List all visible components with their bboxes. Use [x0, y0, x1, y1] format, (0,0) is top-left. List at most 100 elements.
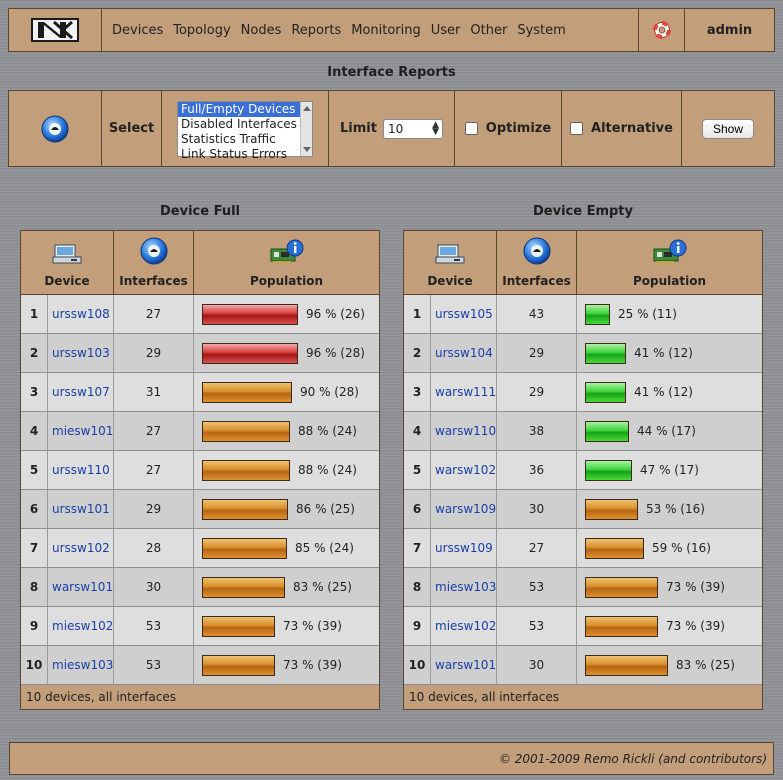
- device-link[interactable]: urssw104: [431, 334, 497, 372]
- device-link[interactable]: warsw102: [431, 451, 497, 489]
- population-cell: 83 % (25): [194, 568, 379, 606]
- nav-item-monitoring[interactable]: Monitoring: [351, 22, 421, 38]
- population-cell: 73 % (39): [577, 568, 762, 606]
- device-link[interactable]: urssw101: [48, 490, 114, 528]
- device-link[interactable]: warsw101: [431, 646, 497, 684]
- interfaces-column-header[interactable]: Interfaces: [114, 231, 194, 294]
- device-link[interactable]: warsw111: [431, 373, 497, 411]
- device-link[interactable]: warsw110: [431, 412, 497, 450]
- device-column-header[interactable]: Device: [404, 231, 497, 294]
- population-text: 88 % (24): [298, 463, 357, 477]
- device-link[interactable]: urssw105: [431, 295, 497, 333]
- network-card-info-icon: [270, 239, 303, 263]
- nav-item-devices[interactable]: Devices: [112, 22, 164, 38]
- row-number: 3: [21, 373, 48, 411]
- population-cell: 90 % (28): [194, 373, 379, 411]
- report-icon-cell: [9, 91, 102, 166]
- population-text: 83 % (25): [676, 658, 735, 672]
- row-number: 1: [21, 295, 48, 333]
- table-row: 7 urssw102 28 85 % (24): [21, 529, 379, 568]
- device-link[interactable]: urssw110: [48, 451, 114, 489]
- device-link[interactable]: miesw101: [48, 412, 114, 450]
- report-option[interactable]: Statistics Traffic: [181, 131, 276, 146]
- row-number: 6: [404, 490, 431, 528]
- population-bar: [202, 342, 298, 364]
- nav-item-system[interactable]: System: [517, 22, 566, 38]
- population-bar: [585, 537, 644, 559]
- network-card-info-icon: [653, 239, 686, 263]
- population-bar: [585, 420, 629, 442]
- device-link[interactable]: miesw103: [48, 646, 114, 684]
- optimize-checkbox[interactable]: [464, 122, 478, 135]
- row-number: 10: [404, 646, 431, 684]
- interfaces-count: 30: [497, 646, 577, 684]
- alternative-checkbox[interactable]: [570, 122, 584, 135]
- row-number: 3: [404, 373, 431, 411]
- interface-disc-icon: [523, 237, 550, 265]
- nav-item-other[interactable]: Other: [470, 22, 508, 38]
- population-column-header[interactable]: Population: [194, 231, 379, 294]
- nav-item-topology[interactable]: Topology: [173, 22, 231, 38]
- device-link[interactable]: miesw103: [431, 568, 497, 606]
- row-number: 5: [404, 451, 431, 489]
- logo[interactable]: [9, 9, 102, 51]
- interfaces-count: 30: [497, 490, 577, 528]
- table-row: 2 urssw104 29 41 % (12): [404, 334, 762, 373]
- report-option[interactable]: Full/Empty Devices: [178, 101, 312, 117]
- interfaces-count: 27: [114, 451, 194, 489]
- row-number: 9: [404, 607, 431, 645]
- interfaces-header-label: Interfaces: [502, 274, 571, 288]
- limit-spinbox[interactable]: 10 ▲ ▼: [382, 118, 443, 139]
- scroll-down-icon[interactable]: [303, 146, 311, 152]
- population-bar: [585, 498, 638, 520]
- device-link[interactable]: urssw103: [48, 334, 114, 372]
- population-bar: [202, 381, 292, 403]
- population-cell: 73 % (39): [194, 607, 379, 645]
- device-link[interactable]: warsw109: [431, 490, 497, 528]
- nav-item-user[interactable]: User: [430, 22, 461, 38]
- device-link[interactable]: urssw102: [48, 529, 114, 567]
- help-button[interactable]: [639, 9, 685, 51]
- population-text: 73 % (39): [666, 619, 725, 633]
- population-cell: 96 % (26): [194, 295, 379, 333]
- user-menu[interactable]: admin: [685, 9, 774, 51]
- interfaces-count: 53: [497, 607, 577, 645]
- population-bar: [202, 420, 290, 442]
- device-link[interactable]: urssw107: [48, 373, 114, 411]
- table-row: 3 urssw107 31 90 % (28): [21, 373, 379, 412]
- username: admin: [706, 22, 753, 38]
- scroll-up-icon[interactable]: [303, 105, 311, 111]
- population-bar: [585, 654, 668, 676]
- show-button[interactable]: Show: [701, 118, 755, 139]
- table-row: 8 miesw103 53 73 % (39): [404, 568, 762, 607]
- nav-item-nodes[interactable]: Nodes: [240, 22, 282, 38]
- device-link[interactable]: warsw101: [48, 568, 114, 606]
- interfaces-count: 43: [497, 295, 577, 333]
- row-number: 8: [404, 568, 431, 606]
- row-number: 2: [21, 334, 48, 372]
- device-link[interactable]: miesw102: [431, 607, 497, 645]
- device-link[interactable]: urssw109: [431, 529, 497, 567]
- device-link[interactable]: miesw102: [48, 607, 114, 645]
- device-full-title: Device Full: [160, 204, 240, 219]
- interfaces-column-header[interactable]: Interfaces: [497, 231, 577, 294]
- table-row: 9 miesw102 53 73 % (39): [21, 607, 379, 646]
- spinner-arrows-icon[interactable]: ▲ ▼: [432, 119, 439, 137]
- row-number: 1: [404, 295, 431, 333]
- report-type-listbox[interactable]: Full/Empty Devices Disabled Interfaces Sta…: [177, 100, 313, 161]
- device-column-header[interactable]: Device: [21, 231, 114, 294]
- table-row: 6 warsw109 30 53 % (16): [404, 490, 762, 529]
- population-column-header[interactable]: Population: [577, 231, 762, 294]
- limit-label: Limit: [340, 121, 377, 136]
- listbox-scrollbar[interactable]: [300, 101, 312, 156]
- row-number: 10: [21, 646, 48, 684]
- alternative-label: Alternative: [591, 121, 673, 136]
- population-cell: 44 % (17): [577, 412, 762, 450]
- report-option[interactable]: Disabled Interfaces: [181, 116, 297, 131]
- row-number: 6: [21, 490, 48, 528]
- report-icon: [41, 115, 69, 142]
- top-nav: Devices Topology Nodes Reports Monitoring Use…: [8, 8, 775, 52]
- nav-item-reports[interactable]: Reports: [291, 22, 342, 38]
- report-option[interactable]: Link Status Errors: [181, 146, 287, 161]
- device-link[interactable]: urssw108: [48, 295, 114, 333]
